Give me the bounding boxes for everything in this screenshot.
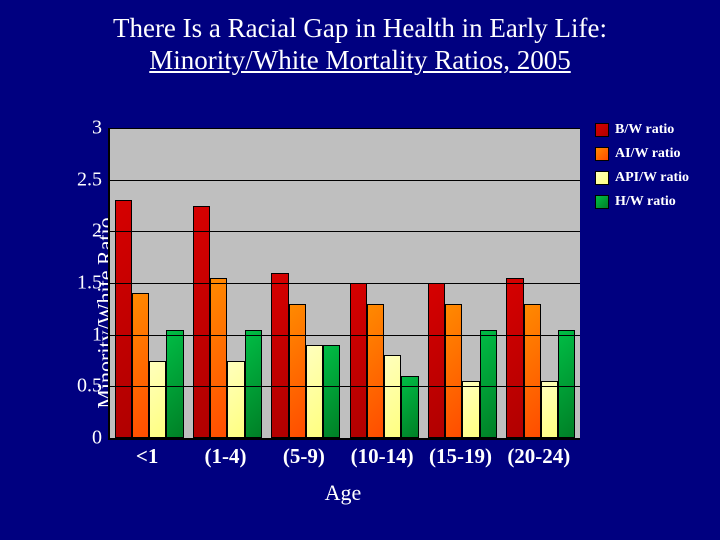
legend-swatch <box>595 123 609 137</box>
plot-area: 00.511.522.53 <box>108 128 580 440</box>
x-axis-label: Age <box>108 480 578 506</box>
bar <box>541 381 558 438</box>
x-tick-label: (15-19) <box>421 444 499 469</box>
bar <box>401 376 418 438</box>
gridline <box>110 335 580 336</box>
bar <box>245 330 262 439</box>
bar <box>323 345 340 438</box>
bar <box>115 200 132 438</box>
bar <box>480 330 497 439</box>
bar <box>506 278 523 438</box>
y-tick-label: 1 <box>32 323 110 346</box>
x-ticks: <1(1-4)(5-9)(10-14)(15-19)(20-24) <box>108 444 578 469</box>
legend-swatch <box>595 171 609 185</box>
gridline <box>110 283 580 284</box>
chart-area: Minority/White Ratio 00.511.522.53 <1(1-… <box>20 100 700 525</box>
chart-title: There Is a Racial Gap in Health in Early… <box>0 0 720 77</box>
bar <box>132 293 149 438</box>
bar <box>558 330 575 439</box>
x-tick-label: (1-4) <box>186 444 264 469</box>
legend-label: B/W ratio <box>615 122 674 138</box>
gridline <box>110 180 580 181</box>
y-tick-label: 0.5 <box>32 375 110 398</box>
legend-item: H/W ratio <box>595 194 700 210</box>
bar <box>367 304 384 438</box>
gridline <box>110 231 580 232</box>
legend: B/W ratio AI/W ratio API/W ratio H/W ratio <box>595 122 700 218</box>
bar <box>193 206 210 439</box>
x-tick-label: (5-9) <box>265 444 343 469</box>
bar <box>227 361 244 439</box>
bar <box>428 283 445 438</box>
legend-swatch <box>595 147 609 161</box>
bar <box>149 361 166 439</box>
legend-item: API/W ratio <box>595 170 700 186</box>
y-tick-label: 1.5 <box>32 272 110 295</box>
bar <box>166 330 183 439</box>
legend-label: AI/W ratio <box>615 146 680 162</box>
bar <box>271 273 288 438</box>
y-tick-label: 0 <box>32 427 110 450</box>
bar <box>289 304 306 438</box>
gridline <box>110 128 580 129</box>
bar <box>350 283 367 438</box>
legend-swatch <box>595 195 609 209</box>
bar <box>210 278 227 438</box>
title-line1: There Is a Racial Gap in Health in Early… <box>113 13 607 43</box>
legend-label: API/W ratio <box>615 170 689 186</box>
legend-label: H/W ratio <box>615 194 676 210</box>
legend-item: B/W ratio <box>595 122 700 138</box>
bar <box>306 345 323 438</box>
y-tick-label: 3 <box>32 117 110 140</box>
bar <box>462 381 479 438</box>
x-tick-label: <1 <box>108 444 186 469</box>
bar <box>384 355 401 438</box>
y-tick-label: 2.5 <box>32 168 110 191</box>
x-tick-label: (10-14) <box>343 444 421 469</box>
legend-item: AI/W ratio <box>595 146 700 162</box>
x-tick-label: (20-24) <box>500 444 578 469</box>
y-tick-label: 2 <box>32 220 110 243</box>
gridline <box>110 386 580 387</box>
title-line2: Minority/White Mortality Ratios, 2005 <box>149 45 570 75</box>
bar <box>445 304 462 438</box>
bar <box>524 304 541 438</box>
